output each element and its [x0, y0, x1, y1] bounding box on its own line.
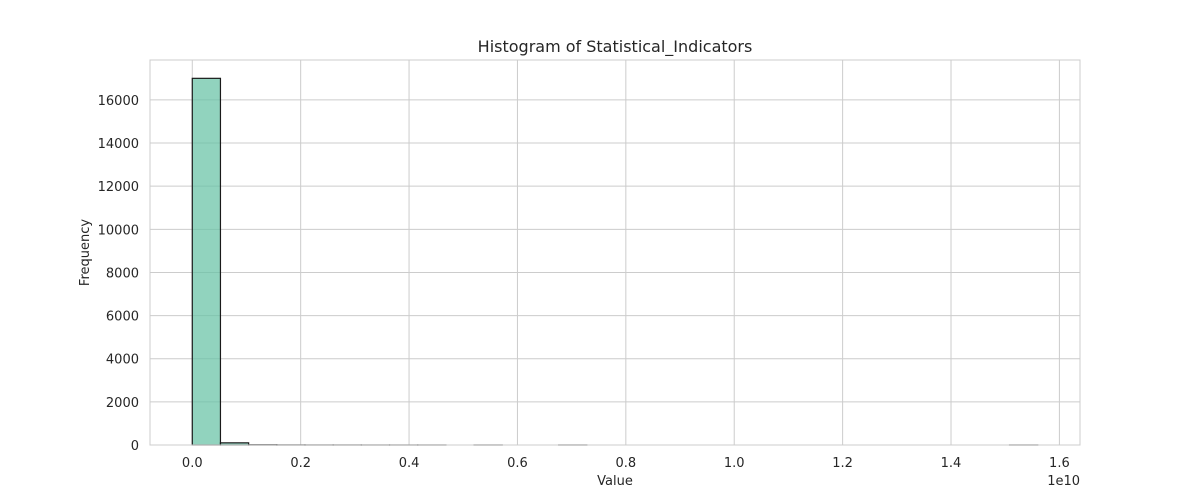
x-tick-label: 1.4 [941, 456, 962, 471]
x-axis-title: Value [597, 474, 633, 489]
plot-frame [149, 59, 1081, 446]
y-tick-label: 8000 [106, 266, 139, 281]
y-tick-label: 10000 [98, 223, 139, 238]
y-tick-label: 4000 [106, 353, 139, 368]
chart-title: Histogram of Statistical_Indicators [478, 37, 753, 57]
bars-layer [191, 77, 1039, 446]
y-tick-label: 6000 [106, 310, 139, 325]
x-axis-offset-text: 1e10 [1047, 474, 1080, 489]
y-axis-title: Frequency [78, 219, 93, 286]
x-tick-label: 1.0 [724, 456, 745, 471]
y-tick-label: 16000 [98, 94, 139, 109]
y-tick-label: 2000 [106, 396, 139, 411]
x-tick-label: 0.4 [399, 456, 420, 471]
x-tick-label: 0.2 [290, 456, 311, 471]
histogram-bar [191, 77, 222, 446]
y-tick-label: 12000 [98, 180, 139, 195]
y-tick-label: 0 [131, 439, 139, 454]
y-tick-label: 14000 [98, 137, 139, 152]
x-tick-label: 0.0 [182, 456, 203, 471]
x-tick-label: 0.8 [615, 456, 636, 471]
grid-layer [150, 60, 1080, 446]
x-tick-label: 1.2 [832, 456, 853, 471]
ticks-layer: 0.0 0.2 0.4 0.6 0.8 1.0 1.2 1.4 1.6 0 2000 4000 6000… [98, 94, 1070, 471]
x-tick-label: 0.6 [507, 456, 528, 471]
x-tick-label: 1.6 [1049, 456, 1070, 471]
